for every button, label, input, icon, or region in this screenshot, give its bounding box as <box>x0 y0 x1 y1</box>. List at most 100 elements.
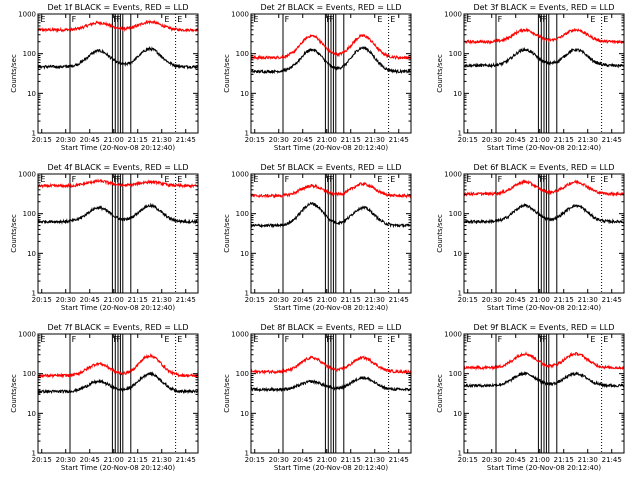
events-series-line <box>464 371 624 389</box>
flag-label: F <box>116 15 121 24</box>
events-series-line <box>464 202 624 225</box>
lld-series-line <box>251 181 411 199</box>
flag-label: E <box>164 175 169 184</box>
flag-label: F <box>539 335 544 344</box>
x-tick-label: 20:15 <box>32 296 52 304</box>
flag-label: F <box>72 15 77 24</box>
x-tick-label: 20:30 <box>269 136 289 144</box>
y-tick-label: 10 <box>240 410 249 418</box>
lld-series-line <box>464 351 624 371</box>
x-tick-label: 21:00 <box>104 456 124 464</box>
x-tick-label: 20:45 <box>80 456 100 464</box>
x-tick-label: 21:00 <box>530 136 550 144</box>
plot-frame <box>37 333 199 454</box>
x-tick-label: 21:30 <box>578 456 598 464</box>
y-tick-label: 1 <box>32 450 36 458</box>
flag-label: E <box>603 15 608 24</box>
y-axis-label: Counts/sec <box>10 374 18 413</box>
lld-series-line <box>251 355 411 375</box>
y-axis-label: Counts/sec <box>436 374 444 413</box>
plot-area <box>464 174 624 293</box>
panel-title: Det 5f BLACK = Events, RED = LLD <box>260 163 401 172</box>
flag-label: F <box>329 175 334 184</box>
flag-label: E <box>253 335 258 344</box>
y-tick-label: 1 <box>245 450 249 458</box>
events-series-line <box>251 201 411 229</box>
flag-label: E <box>590 335 595 344</box>
x-tick-label: 20:15 <box>32 136 52 144</box>
y-tick-label: 1000 <box>231 11 249 19</box>
flag-label: E <box>390 335 395 344</box>
y-tick-label: 100 <box>23 370 36 378</box>
y-tick-label: 10 <box>453 410 462 418</box>
x-tick-label: 20:15 <box>458 456 478 464</box>
flag-label: F <box>116 175 121 184</box>
flag-label: E <box>177 175 182 184</box>
y-tick-label: 10 <box>240 90 249 98</box>
flag-label: F <box>113 335 118 344</box>
flag-label: E <box>377 335 382 344</box>
events-series-line <box>38 45 198 70</box>
x-tick-label: 21:30 <box>365 296 385 304</box>
plot-frame <box>37 13 199 134</box>
flag-label: E <box>377 15 382 24</box>
x-tick-label: 21:00 <box>317 136 337 144</box>
x-tick-label: 21:15 <box>128 136 148 144</box>
x-tick-label: 21:30 <box>365 456 385 464</box>
y-axis-label: Counts/sec <box>436 214 444 253</box>
y-tick-label: 100 <box>23 50 36 58</box>
y-tick-label: 10 <box>27 410 36 418</box>
x-tick-label: 21:15 <box>128 296 148 304</box>
panel-title: Det 3f BLACK = Events, RED = LLD <box>473 3 614 12</box>
plot-area <box>251 14 411 133</box>
y-tick-label: 1 <box>458 130 462 138</box>
panel-title: Det 2f BLACK = Events, RED = LLD <box>260 3 401 12</box>
x-tick-label: 21:15 <box>554 456 574 464</box>
x-tick-label: 21:00 <box>530 456 550 464</box>
flag-label: F <box>539 15 544 24</box>
x-tick-label: 20:45 <box>506 296 526 304</box>
x-tick-label: 20:30 <box>482 296 502 304</box>
x-tick-label: 21:45 <box>602 296 622 304</box>
y-axis-label: Counts/sec <box>223 374 231 413</box>
x-tick-label: 20:30 <box>269 296 289 304</box>
flag-label: E <box>40 335 45 344</box>
x-tick-label: 21:45 <box>602 136 622 144</box>
x-tick-label: 20:15 <box>245 296 265 304</box>
plot-frame <box>463 13 625 134</box>
flag-label: E <box>390 175 395 184</box>
flag-label: F <box>329 335 334 344</box>
x-tick-label: 21:30 <box>578 296 598 304</box>
x-axis-label: Start Time (20-Nov-08 20:12:40) <box>274 144 388 152</box>
x-tick-label: 20:30 <box>56 296 76 304</box>
flag-label: F <box>326 335 331 344</box>
panel-title: Det 1f BLACK = Events, RED = LLD <box>47 3 188 12</box>
x-tick-label: 21:15 <box>341 296 361 304</box>
y-tick-label: 100 <box>236 210 249 218</box>
x-tick-label: 20:15 <box>458 136 478 144</box>
y-tick-label: 1 <box>245 130 249 138</box>
plot-frame <box>250 13 412 134</box>
panel-title: Det 4f BLACK = Events, RED = LLD <box>47 163 188 172</box>
events-series-line <box>464 46 624 69</box>
y-axis-label: Counts/sec <box>10 54 18 93</box>
x-tick-label: 21:00 <box>104 136 124 144</box>
x-tick-label: 20:15 <box>458 296 478 304</box>
x-axis-label: Start Time (20-Nov-08 20:12:40) <box>487 304 601 312</box>
y-tick-label: 100 <box>23 210 36 218</box>
lld-series-line <box>464 178 624 197</box>
flag-label: F <box>113 15 118 24</box>
y-tick-label: 1000 <box>444 11 462 19</box>
x-axis-label: Start Time (20-Nov-08 20:12:40) <box>61 144 175 152</box>
x-tick-label: 20:30 <box>56 456 76 464</box>
plot-area <box>251 174 411 293</box>
x-tick-label: 20:15 <box>245 136 265 144</box>
flag-label: F <box>285 335 290 344</box>
flag-label: F <box>326 15 331 24</box>
